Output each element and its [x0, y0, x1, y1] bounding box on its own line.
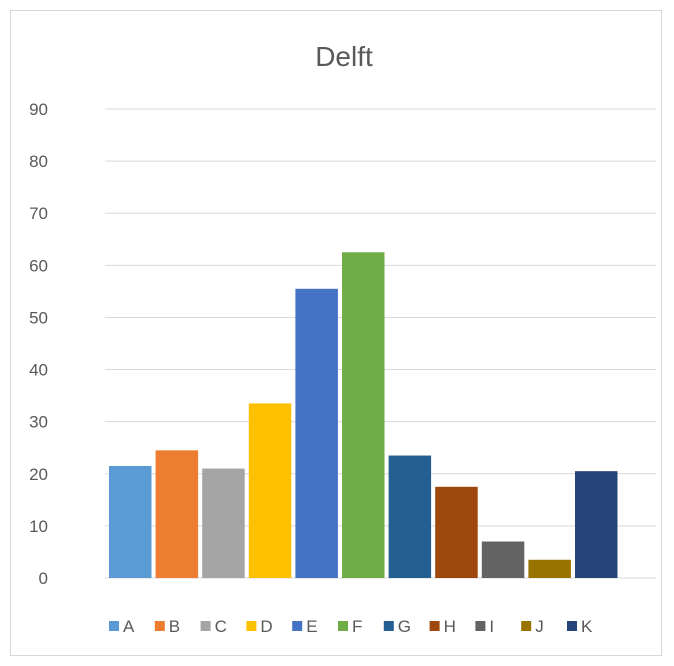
y-tick-label: 70: [29, 204, 48, 223]
legend-swatch-E: [292, 621, 303, 631]
y-tick-label: 0: [39, 569, 48, 588]
bar-C: [202, 468, 245, 578]
legend-label-J: J: [535, 617, 544, 636]
bar-H: [435, 486, 478, 578]
legend-label-A: A: [123, 617, 135, 636]
y-tick-label: 50: [29, 308, 48, 327]
legend-swatch-C: [200, 621, 211, 631]
bar-F: [342, 252, 385, 579]
legend-swatch-F: [338, 621, 348, 631]
y-tick-label: 20: [29, 465, 48, 484]
legend-swatch-H: [429, 621, 440, 631]
legend: A B C D E F G H I J K: [109, 617, 593, 636]
legend-label-G: G: [398, 617, 411, 636]
bar-I: [481, 541, 525, 578]
legend-swatch-B: [154, 621, 165, 631]
legend-label-D: D: [260, 617, 272, 636]
legend-swatch-G: [383, 621, 394, 631]
bar-G: [388, 455, 432, 578]
bar-A: [109, 465, 152, 578]
y-tick-label: 90: [29, 100, 48, 119]
legend-label-C: C: [215, 617, 227, 636]
legend-label-E: E: [306, 617, 317, 636]
legend-swatch-D: [246, 621, 257, 631]
y-tick-label: 80: [29, 152, 48, 171]
legend-swatch-A: [109, 621, 119, 631]
bar-K: [575, 471, 618, 578]
bar-E: [295, 288, 338, 578]
legend-swatch-J: [521, 621, 532, 631]
legend-label-K: K: [581, 617, 593, 636]
bar-D: [248, 403, 292, 578]
y-axis-ticks: 0 10 20 30 40 50 60 70 80 90: [29, 100, 48, 588]
legend-label-I: I: [489, 617, 494, 636]
bar-B: [155, 450, 199, 578]
legend-label-F: F: [352, 617, 362, 636]
legend-label-B: B: [169, 617, 180, 636]
y-tick-label: 10: [29, 517, 48, 536]
legend-label-H: H: [444, 617, 456, 636]
y-tick-label: 30: [29, 413, 48, 432]
y-tick-label: 40: [29, 361, 48, 380]
y-tick-label: 60: [29, 256, 48, 275]
chart-title: Delft: [315, 41, 373, 72]
legend-swatch-I: [475, 621, 486, 631]
bars: [109, 252, 618, 579]
legend-swatch-K: [567, 621, 577, 631]
bar-J: [528, 559, 571, 578]
